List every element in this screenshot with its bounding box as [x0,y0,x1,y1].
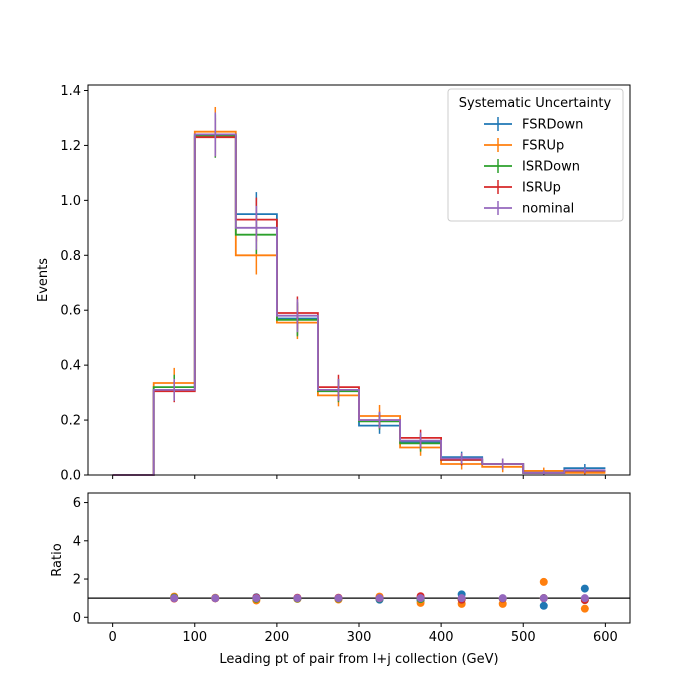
ratio-point-nominal [539,594,548,603]
ratio-point-nominal [211,594,220,603]
top-y-axis-label: Events [36,258,51,302]
bottom-y-ticks: 0 2 4 6 [73,496,88,626]
top-y-ticks: 0.0 0.2 0.4 0.6 0.8 1.0 1.2 1.4 [60,84,88,484]
bottom-y-axis-label: Ratio [50,543,65,576]
legend-label-isrup: ISRUp [522,181,561,196]
x-tick-label: 400 [429,630,454,645]
y-tick-label: 1.4 [60,84,81,99]
legend-item-isrup: ISRUp [484,180,561,196]
legend-label-nominal: nominal [522,202,574,217]
top-panel: 0.0 0.2 0.4 0.6 0.8 1.0 1.2 1.4 Events [36,84,631,484]
bottom-panel: 0 2 4 6 0 100 200 300 400 500 600 Ratio Leading p… [50,492,631,667]
x-tick-label: 100 [182,630,207,645]
x-tick-label: 200 [264,630,289,645]
series-nominal [112,112,606,476]
y-tick-label: 1.2 [60,139,81,154]
x-axis-label: Leading pt of pair from l+j collection (… [219,652,498,667]
bottom-axes-frame [87,492,631,624]
ratio-point-nominal [170,594,179,603]
top-series-layer [112,106,606,476]
legend-item-isrdown: ISRDown [484,159,580,175]
ratio-point-fsrup [580,604,589,613]
top-x-ticks [112,475,606,479]
ratio-point-nominal [457,594,466,603]
y-tick-label: 2 [73,573,81,588]
legend: Systematic Uncertainty FSRDown FSRUp ISRDo… [447,88,624,222]
ratio-points-layer [88,577,630,613]
legend-label-fsrup: FSRUp [522,139,564,154]
y-tick-label: 1.0 [60,194,81,209]
legend-item-fsrdown: FSRDown [484,117,583,133]
y-tick-label: 0.4 [60,359,81,374]
ratio-point-nominal [334,594,343,603]
ratio-point-fsrdown [539,601,548,610]
y-tick-label: 0 [73,611,81,626]
x-tick-label: 500 [511,630,536,645]
ratio-point-nominal [580,594,589,603]
x-tick-label: 0 [108,630,116,645]
y-tick-label: 0.6 [60,304,81,319]
legend-title: Systematic Uncertainty [459,96,612,111]
legend-item-fsrup: FSRUp [484,138,564,154]
ratio-point-nominal [498,594,507,603]
ratio-point-nominal [375,594,384,603]
y-tick-label: 0.8 [60,249,81,264]
legend-item-nominal: nominal [484,201,574,217]
top-axes-frame [87,84,631,476]
bottom-x-ticks: 0 100 200 300 400 500 600 [108,623,618,645]
ratio-point-nominal [416,594,425,603]
step-line-nominal [112,133,606,476]
y-tick-label: 0.2 [60,414,81,429]
ratio-point-fsrup [539,577,548,586]
x-tick-label: 600 [593,630,618,645]
y-tick-label: 0.0 [60,469,81,484]
y-tick-label: 6 [73,496,81,511]
ratio-point-nominal [293,594,302,603]
legend-items: FSRDown FSRUp ISRDown ISRUp nominal [484,117,583,217]
x-tick-label: 300 [347,630,372,645]
legend-label-fsrdown: FSRDown [522,118,583,133]
y-tick-label: 4 [73,534,81,549]
legend-box [447,88,624,222]
ratio-series-nominal [170,594,589,603]
ratio-point-nominal [252,594,261,603]
legend-label-isrdown: ISRDown [522,160,580,175]
ratio-point-fsrdown [580,584,589,593]
